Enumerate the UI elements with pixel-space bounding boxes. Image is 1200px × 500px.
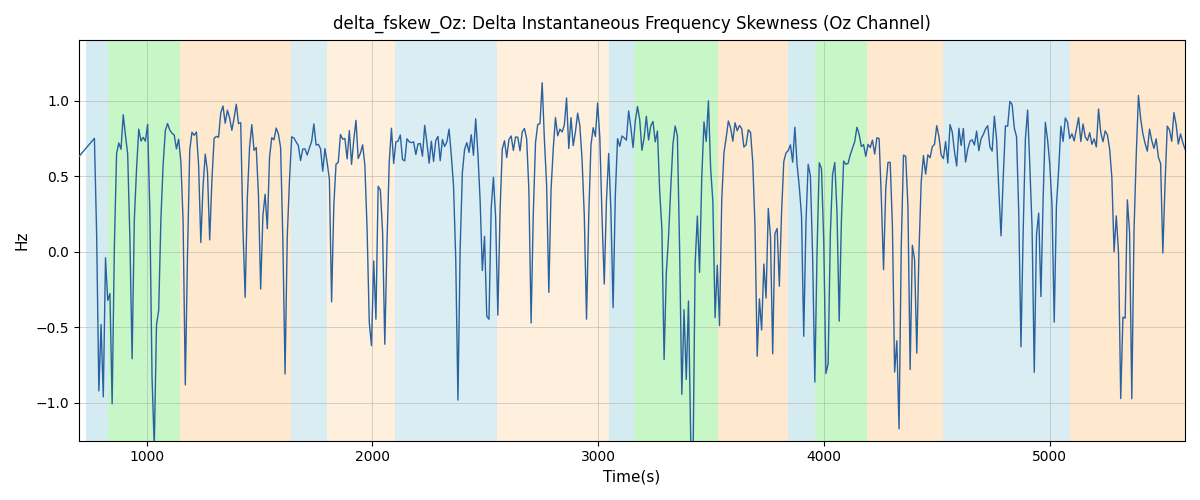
Bar: [610, 40, 635, 440]
Bar: [1070, 40, 1186, 440]
Bar: [497, 40, 610, 440]
Bar: [635, 40, 718, 440]
Bar: [943, 40, 1070, 440]
Bar: [292, 40, 328, 440]
Bar: [787, 40, 815, 440]
Bar: [815, 40, 866, 440]
Bar: [395, 40, 497, 440]
Title: delta_fskew_Oz: Delta Instantaneous Frequency Skewness (Oz Channel): delta_fskew_Oz: Delta Instantaneous Freq…: [334, 15, 931, 34]
Bar: [328, 40, 395, 440]
X-axis label: Time(s): Time(s): [604, 470, 660, 485]
Bar: [718, 40, 787, 440]
Bar: [85, 40, 108, 440]
Bar: [108, 40, 180, 440]
Y-axis label: Hz: Hz: [14, 230, 30, 250]
Bar: [180, 40, 292, 440]
Bar: [866, 40, 943, 440]
